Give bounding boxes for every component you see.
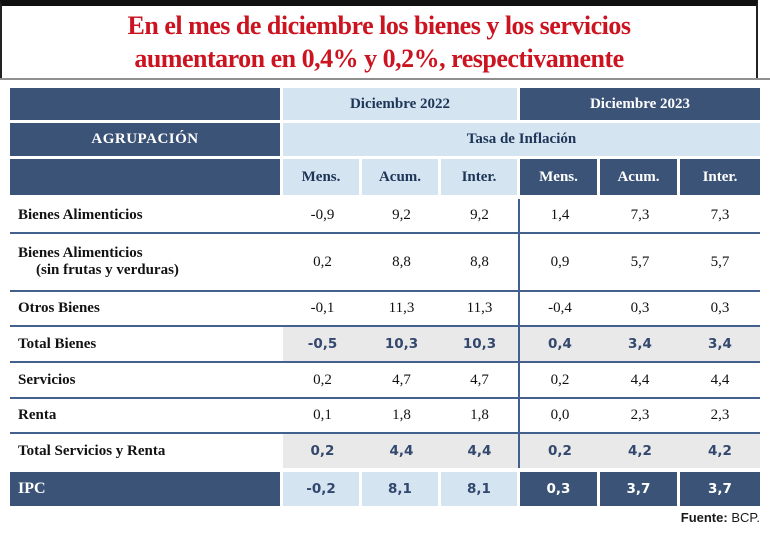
source-value: BCP. — [731, 510, 760, 525]
cell-value: 4,2 — [600, 434, 680, 468]
cell-value: 0,1 — [313, 407, 332, 423]
header-row-periods: Diciembre 2022 Diciembre 2023 — [10, 88, 760, 120]
cell-value: 1,8 — [441, 399, 520, 432]
cell-value: 0,3 — [710, 300, 730, 316]
table-row: Renta 0,1 1,8 1,8 0,0 2,3 2,3 — [10, 399, 760, 432]
cell-value: 8,1 — [362, 472, 441, 506]
cell-value: 1,8 — [392, 407, 411, 423]
source-label: Fuente: — [680, 510, 728, 525]
cell-value: 7,3 — [630, 207, 650, 223]
header-2023-acum: Acum. — [600, 159, 680, 195]
cell-value: 0,3 — [630, 300, 650, 316]
cell-value: 3,4 — [600, 327, 680, 361]
row-label: Total Servicios y Renta — [10, 434, 283, 468]
row-separator — [10, 232, 760, 234]
cell-value: -0,2 — [283, 472, 362, 506]
row-label: Otros Bienes — [18, 300, 100, 316]
cell-value: 4,2 — [680, 434, 760, 468]
cell-value: -0,5 — [283, 327, 362, 361]
header-row-measure: AGRUPACIÓN Tasa de Inflación — [10, 123, 760, 156]
cell-value: 0,0 — [550, 407, 570, 423]
header-period-2023: Diciembre 2023 — [520, 88, 760, 120]
header-measure-label: Tasa de Inflación — [283, 123, 760, 156]
cell-value: -0,9 — [310, 207, 335, 223]
table-row: Otros Bienes -0,1 11,3 11,3 -0,4 0,3 0,3 — [10, 292, 760, 325]
cell-value: 0,2 — [283, 434, 362, 468]
header-2022-mens: Mens. — [283, 159, 362, 195]
cell-value: 0,2 — [313, 371, 332, 388]
title-divider — [0, 78, 770, 80]
cell-value: -0,1 — [310, 300, 335, 316]
cell-value: 10,3 — [362, 327, 441, 361]
page-title-line1: En el mes de diciembre los bienes y los … — [127, 11, 631, 40]
cell-value: 11,3 — [441, 292, 520, 325]
row-label: Total Bienes — [10, 327, 283, 361]
cell-value: 4,4 — [630, 371, 650, 388]
row-separator — [10, 325, 760, 327]
header-corner-cell — [10, 88, 283, 120]
cell-value: 7,3 — [710, 207, 730, 223]
cell-value: 0,2 — [313, 253, 332, 270]
row-label: Bienes Alimenticios — [18, 207, 143, 223]
cell-value: 9,2 — [441, 199, 520, 232]
cell-value: 1,4 — [550, 207, 570, 223]
header-row-subcolumns: Mens. Acum. Inter. Mens. Acum. Inter. — [10, 159, 760, 195]
cell-value: 4,7 — [441, 363, 520, 397]
table-row: Bienes Alimenticios -0,9 9,2 9,2 1,4 7,3… — [10, 199, 760, 232]
cell-value: 0,3 — [520, 472, 600, 506]
row-label-line1: Bienes Alimenticios — [18, 245, 143, 261]
table-row: Bienes Alimenticios (sin frutas y verdur… — [10, 234, 760, 290]
header-empty-cell — [10, 159, 283, 195]
title-box: En el mes de diciembre los bienes y los … — [0, 0, 758, 78]
page-title-line2: aumentaron en 0,4% y 0,2%, respectivamen… — [134, 44, 624, 73]
cell-value: 4,4 — [710, 371, 730, 388]
cell-value: 3,7 — [680, 472, 760, 506]
row-label: IPC — [10, 472, 283, 506]
cell-value: 5,7 — [710, 253, 730, 270]
table-row-total: Total Bienes -0,5 10,3 10,3 0,4 3,4 3,4 — [10, 327, 760, 361]
cell-value: 5,7 — [630, 253, 650, 270]
source-note: Fuente: BCP. — [681, 510, 760, 525]
inflation-table: Diciembre 2022 Diciembre 2023 AGRUPACIÓN… — [10, 88, 760, 506]
table-row-ipc: IPC -0,2 8,1 8,1 0,3 3,7 3,7 — [10, 472, 760, 506]
row-separator — [10, 361, 760, 363]
cell-value: 0,9 — [550, 253, 570, 270]
cell-value: -0,4 — [548, 300, 572, 316]
row-separator — [10, 397, 760, 399]
cell-value: 8,8 — [441, 234, 520, 290]
cell-value: 8,1 — [441, 472, 520, 506]
cell-value: 0,2 — [520, 434, 600, 468]
row-separator — [10, 432, 760, 434]
cell-value: 2,3 — [710, 407, 730, 423]
cell-value: 4,7 — [392, 371, 411, 388]
row-separator — [10, 290, 760, 292]
row-label: Renta — [18, 407, 57, 423]
cell-value: 4,4 — [441, 434, 520, 468]
cell-value: 11,3 — [388, 300, 415, 316]
row-label: Servicios — [18, 371, 76, 388]
cell-value: 3,4 — [680, 327, 760, 361]
header-2023-mens: Mens. — [520, 159, 600, 195]
row-gap — [10, 468, 760, 472]
cell-value: 2,3 — [630, 407, 650, 423]
cell-value: 0,2 — [550, 371, 570, 388]
cell-value: 0,4 — [520, 327, 600, 361]
table-row-total: Total Servicios y Renta 0,2 4,4 4,4 0,2 … — [10, 434, 760, 468]
header-2022-acum: Acum. — [362, 159, 441, 195]
table-row: Servicios 0,2 4,7 4,7 0,2 4,4 4,4 — [10, 363, 760, 397]
row-label: Bienes Alimenticios (sin frutas y verdur… — [10, 234, 283, 290]
row-label-line2: (sin frutas y verduras) — [36, 262, 179, 278]
cell-value: 8,8 — [392, 253, 411, 270]
cell-value: 10,3 — [441, 327, 520, 361]
header-2023-inter: Inter. — [680, 159, 760, 195]
cell-value: 4,4 — [362, 434, 441, 468]
header-2022-inter: Inter. — [441, 159, 520, 195]
header-period-2022: Diciembre 2022 — [283, 88, 520, 120]
cell-value: 3,7 — [600, 472, 680, 506]
header-group-label: AGRUPACIÓN — [10, 123, 283, 156]
cell-value: 9,2 — [392, 207, 411, 223]
